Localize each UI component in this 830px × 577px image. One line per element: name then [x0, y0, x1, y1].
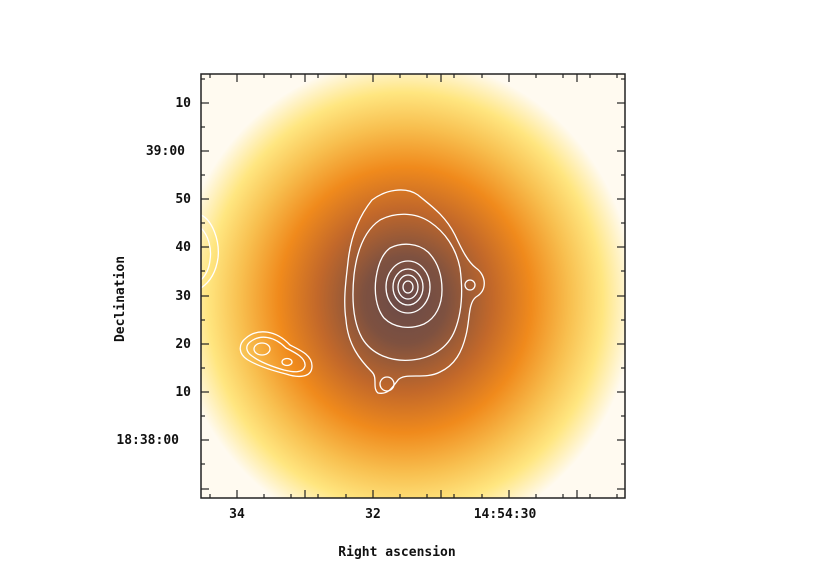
- x-tick-label: 34: [229, 507, 245, 522]
- contour-double-source-a: [253, 342, 271, 356]
- y-tick-label: 10: [175, 385, 191, 400]
- x-tick-label: 32: [365, 507, 381, 522]
- x-ray-intensity-map: [201, 74, 625, 498]
- y-tick-labels: 10 39:00 50 40 30 20 10 18:38:00: [116, 96, 191, 448]
- y-tick-label: 30: [175, 289, 191, 304]
- contour-double-source-mid: [246, 336, 306, 373]
- contour-level-7: [402, 280, 414, 294]
- x-tick-labels: 34 32 14:54:30: [229, 507, 536, 522]
- contour-edge-source: [201, 214, 219, 289]
- contour-level-2: [352, 213, 463, 361]
- x-tick-label: 14:54:30: [474, 507, 537, 522]
- contour-source-east: [464, 279, 476, 291]
- y-tick-label: 10: [175, 96, 191, 111]
- y-tick-label: 40: [175, 240, 191, 255]
- contour-source-south: [379, 376, 395, 392]
- plot-frame: [200, 73, 626, 499]
- tick-marks: [201, 74, 625, 498]
- contour-level-1: [344, 189, 485, 394]
- radio-contours: [201, 189, 485, 394]
- y-tick-label: 39:00: [146, 144, 185, 159]
- y-tick-label: 50: [175, 192, 191, 207]
- y-tick-label: 18:38:00: [116, 433, 179, 448]
- contour-level-3: [374, 243, 443, 329]
- contour-level-4: [385, 260, 431, 314]
- y-tick-label: 20: [175, 337, 191, 352]
- x-axis-title: Right ascension: [338, 545, 455, 560]
- contour-level-5: [392, 268, 424, 306]
- contour-double-source-b: [281, 357, 293, 367]
- contour-level-6: [397, 274, 419, 300]
- contour-edge-source-inner: [201, 227, 212, 281]
- y-axis-title: Declination: [113, 256, 128, 342]
- contour-double-source-outer: [239, 331, 313, 378]
